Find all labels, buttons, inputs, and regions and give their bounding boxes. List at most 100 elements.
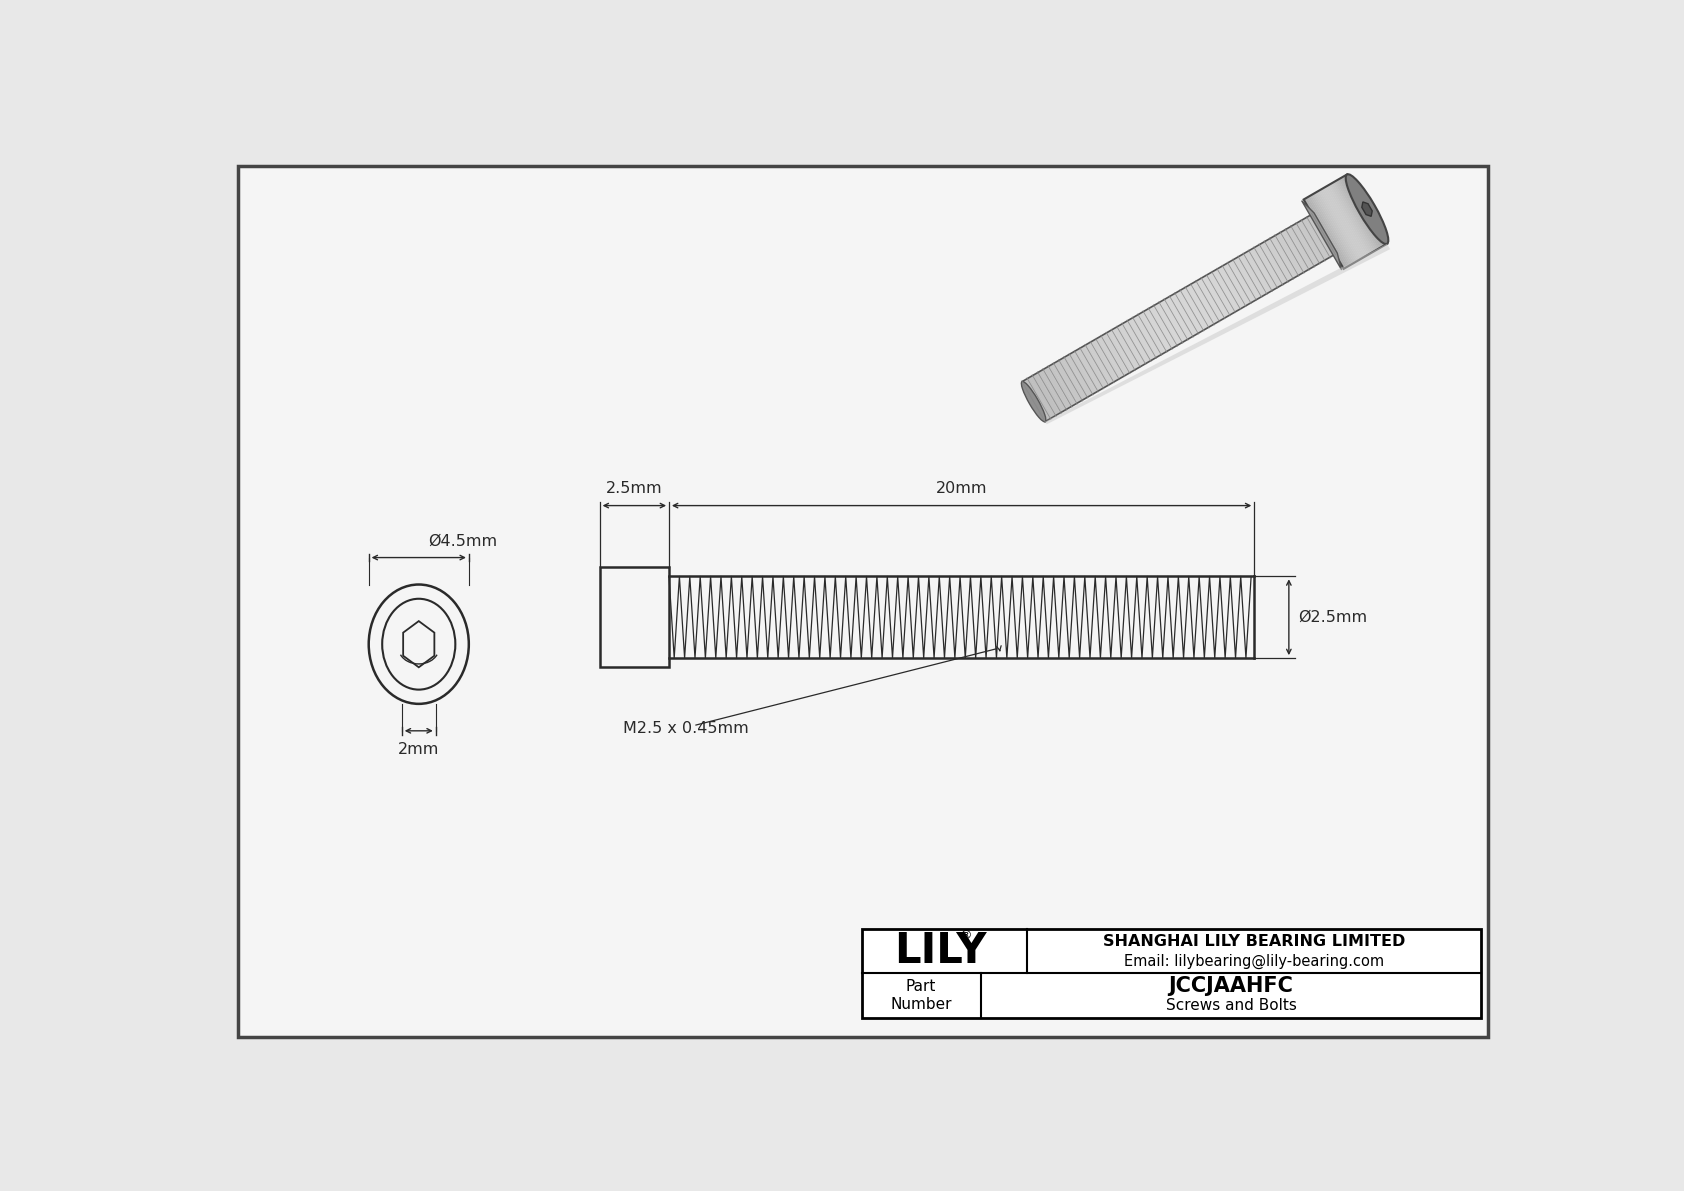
Polygon shape <box>1312 193 1354 264</box>
Polygon shape <box>1214 268 1241 311</box>
Polygon shape <box>1276 232 1303 275</box>
Polygon shape <box>1305 216 1332 258</box>
Polygon shape <box>1051 362 1078 405</box>
Polygon shape <box>1167 295 1194 338</box>
Polygon shape <box>1310 194 1352 264</box>
Polygon shape <box>1044 367 1071 409</box>
Polygon shape <box>1239 254 1266 297</box>
Polygon shape <box>1335 180 1378 250</box>
Polygon shape <box>1022 380 1049 422</box>
Polygon shape <box>1290 224 1317 267</box>
Polygon shape <box>1287 226 1314 269</box>
Text: Ø4.5mm: Ø4.5mm <box>428 534 497 548</box>
Polygon shape <box>1120 323 1147 366</box>
Polygon shape <box>1189 283 1216 325</box>
Polygon shape <box>1334 181 1376 251</box>
Polygon shape <box>1307 197 1349 267</box>
Polygon shape <box>1207 273 1234 314</box>
Polygon shape <box>1211 270 1238 313</box>
Polygon shape <box>1303 199 1346 269</box>
Polygon shape <box>1340 177 1381 248</box>
Polygon shape <box>1138 312 1165 355</box>
Polygon shape <box>1236 256 1263 298</box>
Polygon shape <box>1320 189 1361 260</box>
Polygon shape <box>1135 314 1162 357</box>
Polygon shape <box>1127 319 1154 361</box>
Polygon shape <box>1258 243 1285 286</box>
Polygon shape <box>1332 182 1374 252</box>
Text: 20mm: 20mm <box>936 481 987 495</box>
Polygon shape <box>1322 188 1364 258</box>
Text: Email: lilybearing@lily-bearing.com: Email: lilybearing@lily-bearing.com <box>1125 954 1384 968</box>
Polygon shape <box>1317 191 1359 261</box>
Polygon shape <box>1029 375 1056 418</box>
Polygon shape <box>1182 287 1209 330</box>
Polygon shape <box>1308 197 1351 267</box>
Polygon shape <box>1327 185 1369 256</box>
Polygon shape <box>1123 320 1150 363</box>
Bar <box>862 929 1482 1017</box>
Ellipse shape <box>1022 381 1046 422</box>
Text: Screws and Bolts: Screws and Bolts <box>1165 998 1297 1014</box>
Polygon shape <box>1199 276 1226 319</box>
Polygon shape <box>1293 223 1320 264</box>
Polygon shape <box>1098 336 1125 378</box>
Polygon shape <box>1152 304 1180 347</box>
Polygon shape <box>1073 350 1100 392</box>
Polygon shape <box>1246 250 1273 292</box>
Polygon shape <box>1298 220 1325 262</box>
Polygon shape <box>1330 182 1372 252</box>
Polygon shape <box>1179 289 1206 331</box>
Polygon shape <box>1192 281 1219 323</box>
Polygon shape <box>1302 200 1342 270</box>
Polygon shape <box>1046 244 1389 424</box>
Polygon shape <box>1319 191 1361 261</box>
Polygon shape <box>1243 251 1270 294</box>
Polygon shape <box>1058 358 1086 400</box>
Bar <box>600 567 669 667</box>
Polygon shape <box>1310 195 1351 266</box>
Polygon shape <box>1268 237 1295 280</box>
Polygon shape <box>1084 344 1111 386</box>
Polygon shape <box>1037 370 1064 413</box>
Polygon shape <box>1308 214 1335 256</box>
Polygon shape <box>1344 175 1386 245</box>
Polygon shape <box>1160 300 1187 342</box>
Polygon shape <box>1314 193 1356 263</box>
Polygon shape <box>1324 187 1366 257</box>
Polygon shape <box>1255 245 1282 288</box>
Polygon shape <box>1091 339 1118 382</box>
Polygon shape <box>1320 188 1362 258</box>
Polygon shape <box>1186 285 1212 328</box>
Polygon shape <box>1302 218 1329 261</box>
Polygon shape <box>1196 279 1223 322</box>
Polygon shape <box>1063 356 1090 399</box>
Polygon shape <box>1148 306 1175 349</box>
Text: Part
Number: Part Number <box>891 979 951 1011</box>
Polygon shape <box>1132 317 1159 358</box>
Polygon shape <box>1229 260 1256 303</box>
Polygon shape <box>1283 229 1310 270</box>
Polygon shape <box>1110 329 1137 372</box>
Polygon shape <box>1079 345 1106 388</box>
Polygon shape <box>1325 186 1367 256</box>
Polygon shape <box>1251 248 1278 289</box>
Polygon shape <box>1305 198 1347 268</box>
Polygon shape <box>1041 369 1068 411</box>
Polygon shape <box>1315 192 1357 262</box>
Ellipse shape <box>1346 174 1388 244</box>
Polygon shape <box>1116 325 1143 367</box>
Polygon shape <box>1224 262 1253 305</box>
Polygon shape <box>1145 308 1172 350</box>
Polygon shape <box>1164 298 1191 339</box>
Text: SHANGHAI LILY BEARING LIMITED: SHANGHAI LILY BEARING LIMITED <box>1103 934 1406 949</box>
Text: JCCJAAHFC: JCCJAAHFC <box>1169 977 1293 996</box>
Polygon shape <box>1105 331 1133 374</box>
Polygon shape <box>1054 361 1081 403</box>
Polygon shape <box>1280 231 1307 273</box>
Polygon shape <box>1032 373 1059 416</box>
Polygon shape <box>1026 378 1052 419</box>
Polygon shape <box>1340 176 1383 248</box>
Polygon shape <box>1339 179 1381 249</box>
Text: 2.5mm: 2.5mm <box>606 481 663 495</box>
